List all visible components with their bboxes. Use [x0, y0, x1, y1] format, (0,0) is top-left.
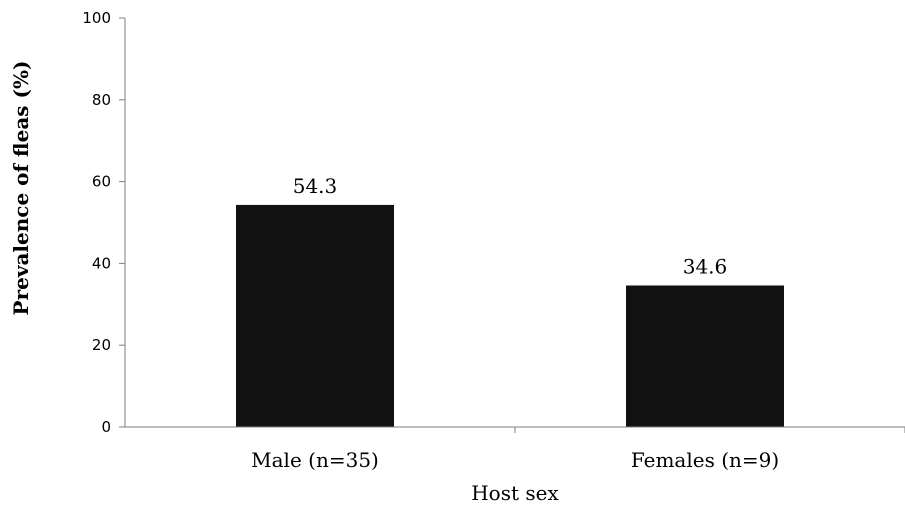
y-tick-label: 0 — [101, 418, 111, 436]
y-tick-label: 60 — [92, 173, 111, 191]
y-axis: 0 20 40 60 80 100 — [82, 9, 126, 436]
bars: 54.3 34.6 — [236, 174, 784, 427]
y-tick-label: 100 — [82, 9, 111, 27]
y-tick-label: 80 — [92, 91, 111, 109]
bar — [626, 285, 784, 427]
x-axis-title: Host sex — [471, 481, 559, 505]
data-label: 34.6 — [683, 254, 728, 278]
x-axis: Male (n=35) Females (n=9) — [125, 426, 905, 472]
bar — [236, 204, 394, 427]
x-category-label: Male (n=35) — [251, 448, 379, 472]
y-axis-title: Prevalence of fleas (%) — [9, 61, 33, 316]
x-category-label: Females (n=9) — [631, 448, 779, 472]
y-tick-label: 20 — [92, 336, 111, 354]
data-label: 54.3 — [293, 174, 338, 198]
y-tick-label: 40 — [92, 254, 111, 272]
